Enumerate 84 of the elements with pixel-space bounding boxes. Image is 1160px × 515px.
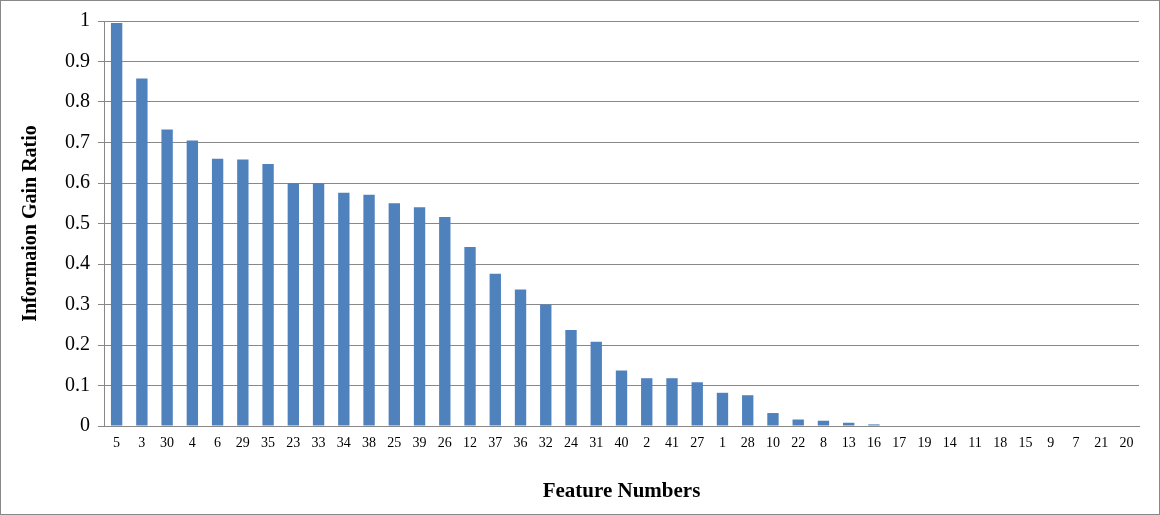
x-tick-label: 10 — [765, 435, 780, 451]
bar — [136, 78, 148, 426]
x-tick-label: 27 — [690, 435, 705, 451]
x-tick-label: 32 — [538, 435, 553, 451]
x-tick-label: 5 — [113, 435, 121, 451]
bar — [817, 420, 830, 426]
bar — [691, 382, 703, 426]
x-tick-label: 3 — [138, 435, 146, 451]
x-tick-label: 20 — [1119, 435, 1134, 451]
x-tick-label: 39 — [412, 435, 427, 451]
bar — [211, 158, 224, 426]
y-tick-label: 1 — [80, 8, 90, 31]
bar — [641, 378, 653, 426]
bar — [363, 194, 375, 426]
y-axis-title: Informaion Gain Ratio — [18, 125, 41, 322]
x-tick-label: 4 — [188, 435, 196, 451]
bar — [742, 395, 754, 426]
x-axis-title: Feature Numbers — [542, 477, 701, 502]
x-tick-label: 7 — [1072, 435, 1080, 451]
x-tick-label: 9 — [1047, 435, 1055, 451]
bar — [615, 370, 628, 426]
x-tick-label: 30 — [160, 435, 175, 451]
bar — [110, 23, 123, 426]
x-tick-label: 18 — [993, 435, 1008, 451]
bar — [262, 163, 274, 426]
x-tick-label: 22 — [791, 435, 806, 451]
y-tick-label: 0.7 — [65, 129, 90, 152]
y-tick-label: 0 — [80, 413, 90, 436]
x-tick-label: 17 — [892, 435, 907, 451]
bar — [464, 246, 476, 426]
x-tick-label: 38 — [362, 435, 377, 451]
x-tick-label: 14 — [942, 435, 957, 451]
bar — [514, 289, 527, 426]
x-tick-label: 37 — [488, 435, 503, 451]
x-tick-label: 2 — [643, 435, 651, 451]
bar — [186, 140, 199, 426]
bar — [716, 392, 729, 426]
bar — [489, 273, 501, 426]
x-tick-label: 29 — [235, 435, 250, 451]
x-tick-label: 31 — [589, 435, 604, 451]
x-tick-label: 23 — [286, 435, 301, 451]
x-tick-label: 8 — [819, 435, 827, 451]
bar — [287, 183, 300, 426]
y-tick-label: 0.4 — [65, 251, 90, 274]
bar — [237, 159, 249, 426]
y-tick-label: 0.1 — [65, 372, 90, 395]
x-tick-label: 34 — [336, 435, 351, 451]
x-tick-label: 41 — [664, 435, 679, 451]
x-tick-label: 11 — [968, 435, 982, 451]
bar — [565, 330, 577, 426]
y-tick-label: 0.9 — [65, 48, 90, 71]
bar — [767, 413, 779, 426]
bar — [388, 203, 400, 426]
x-tick-label: 15 — [1018, 435, 1033, 451]
x-tick-label: 28 — [740, 435, 755, 451]
y-tick-label: 0.8 — [65, 89, 90, 112]
y-tick-label: 0.5 — [65, 210, 90, 233]
bar — [161, 129, 173, 426]
bar — [338, 192, 350, 426]
bar — [792, 419, 804, 426]
x-tick-label: 16 — [866, 435, 881, 451]
x-tick-label: 24 — [564, 435, 579, 451]
bar — [439, 217, 451, 426]
bar — [540, 304, 552, 426]
bar — [413, 207, 426, 426]
bar — [666, 378, 678, 426]
x-tick-label: 40 — [614, 435, 629, 451]
x-tick-label: 13 — [841, 435, 856, 451]
x-tick-label: 25 — [387, 435, 402, 451]
x-tick-label: 36 — [513, 435, 528, 451]
y-tick-label: 0.3 — [65, 291, 90, 314]
y-tick-label: 0.2 — [65, 332, 90, 355]
y-tick-label: 0.6 — [65, 170, 90, 193]
bar — [843, 422, 855, 426]
bar — [590, 341, 602, 426]
x-tick-label: 12 — [463, 435, 478, 451]
bar — [312, 183, 325, 426]
x-tick-label: 21 — [1094, 435, 1109, 451]
x-tick-label: 6 — [214, 435, 222, 451]
x-tick-label: 19 — [917, 435, 932, 451]
x-tick-label: 35 — [261, 435, 276, 451]
x-tick-label: 1 — [718, 435, 726, 451]
x-tick-label: 33 — [311, 435, 326, 451]
x-tick-label: 26 — [437, 435, 452, 451]
